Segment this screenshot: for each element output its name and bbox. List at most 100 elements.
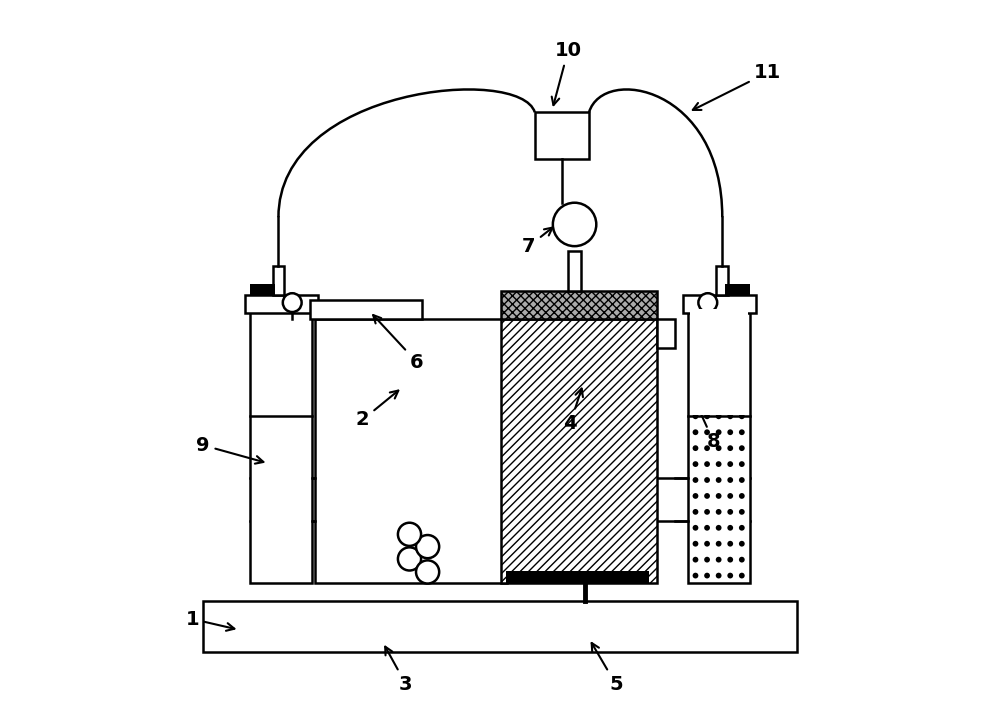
Circle shape — [716, 477, 722, 483]
Circle shape — [693, 413, 698, 419]
Circle shape — [716, 350, 722, 355]
Circle shape — [704, 509, 710, 515]
Circle shape — [704, 382, 710, 387]
Bar — [273, 266, 284, 295]
Text: 3: 3 — [385, 647, 413, 694]
Circle shape — [739, 557, 745, 563]
Circle shape — [716, 461, 722, 467]
Circle shape — [704, 397, 710, 403]
Circle shape — [716, 541, 722, 547]
Circle shape — [704, 429, 710, 435]
Circle shape — [727, 573, 733, 578]
Circle shape — [716, 429, 722, 435]
Circle shape — [739, 397, 745, 403]
Circle shape — [716, 557, 722, 563]
Circle shape — [704, 573, 710, 578]
Bar — [245, 295, 318, 313]
Circle shape — [739, 334, 745, 340]
Circle shape — [704, 445, 710, 451]
Circle shape — [704, 493, 710, 499]
Circle shape — [739, 413, 745, 419]
Circle shape — [739, 382, 745, 387]
Text: 2: 2 — [356, 390, 398, 429]
Circle shape — [727, 493, 733, 499]
Circle shape — [398, 523, 421, 546]
Circle shape — [727, 334, 733, 340]
Circle shape — [704, 461, 710, 467]
Circle shape — [693, 461, 698, 467]
Circle shape — [727, 350, 733, 355]
Circle shape — [693, 318, 698, 324]
Circle shape — [704, 334, 710, 340]
Bar — [310, 300, 422, 319]
Bar — [250, 308, 312, 583]
Text: 6: 6 — [373, 315, 424, 371]
Circle shape — [739, 461, 745, 467]
Circle shape — [727, 413, 733, 419]
Circle shape — [704, 541, 710, 547]
Circle shape — [739, 429, 745, 435]
Circle shape — [727, 429, 733, 435]
Circle shape — [416, 560, 439, 584]
Circle shape — [727, 477, 733, 483]
Text: 1: 1 — [185, 610, 234, 631]
Circle shape — [716, 445, 722, 451]
Circle shape — [693, 397, 698, 403]
Circle shape — [739, 477, 745, 483]
Circle shape — [693, 429, 698, 435]
Text: 7: 7 — [522, 227, 552, 256]
Circle shape — [716, 382, 722, 387]
Circle shape — [283, 293, 302, 312]
Bar — [203, 601, 797, 652]
Bar — [725, 284, 750, 295]
Circle shape — [716, 525, 722, 531]
Bar — [657, 319, 675, 348]
Circle shape — [739, 493, 745, 499]
Circle shape — [693, 541, 698, 547]
Circle shape — [716, 573, 722, 578]
Bar — [535, 112, 589, 159]
Circle shape — [727, 366, 733, 371]
Bar — [690, 309, 748, 415]
Circle shape — [716, 318, 722, 324]
Bar — [688, 308, 750, 583]
Circle shape — [704, 477, 710, 483]
Circle shape — [739, 509, 745, 515]
Circle shape — [693, 477, 698, 483]
Circle shape — [727, 445, 733, 451]
Circle shape — [716, 413, 722, 419]
Bar — [501, 319, 657, 583]
Circle shape — [704, 557, 710, 563]
Circle shape — [553, 203, 596, 246]
Circle shape — [704, 318, 710, 324]
Circle shape — [693, 382, 698, 387]
Text: 10: 10 — [552, 41, 582, 105]
Circle shape — [693, 350, 698, 355]
Circle shape — [727, 382, 733, 387]
Bar — [501, 291, 657, 319]
Circle shape — [698, 293, 717, 312]
Circle shape — [716, 397, 722, 403]
Circle shape — [704, 366, 710, 371]
Circle shape — [704, 525, 710, 531]
Text: 5: 5 — [592, 643, 623, 694]
Circle shape — [716, 509, 722, 515]
Bar — [716, 266, 728, 295]
Text: 8: 8 — [697, 406, 720, 451]
Circle shape — [727, 541, 733, 547]
Circle shape — [727, 509, 733, 515]
Circle shape — [693, 525, 698, 531]
Circle shape — [693, 366, 698, 371]
Circle shape — [739, 445, 745, 451]
Circle shape — [727, 461, 733, 467]
Text: 11: 11 — [693, 63, 782, 110]
Circle shape — [416, 535, 439, 558]
Circle shape — [727, 397, 733, 403]
Circle shape — [739, 350, 745, 355]
Bar — [250, 284, 275, 295]
Bar — [506, 571, 649, 583]
Bar — [568, 251, 581, 291]
Circle shape — [704, 413, 710, 419]
Circle shape — [704, 350, 710, 355]
Text: 4: 4 — [563, 389, 583, 433]
